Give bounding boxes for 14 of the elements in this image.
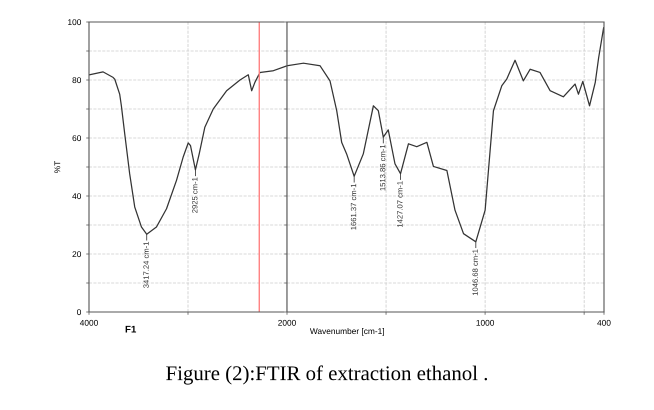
y-tick-label: 0 (77, 309, 82, 316)
x-tick-label: 400 (597, 320, 611, 326)
y-tick-label: 60 (72, 135, 82, 142)
x-tick-label: 4000 (80, 320, 98, 326)
y-tick-label: 40 (72, 193, 82, 200)
text: F1 (126, 326, 136, 333)
y-axis-title: %T (54, 160, 60, 173)
x-tick-label: 2000 (278, 320, 296, 326)
y-tick-label: 80 (72, 77, 82, 84)
x-tick-label: 1000 (476, 320, 494, 326)
y-tick-label: 20 (72, 251, 82, 258)
y-tick-label: 100 (68, 19, 82, 26)
x-axis-title: Wavenumber [cm-1] (310, 328, 384, 336)
text: Figure (2):FTIR of extraction ethanol . (166, 365, 488, 385)
